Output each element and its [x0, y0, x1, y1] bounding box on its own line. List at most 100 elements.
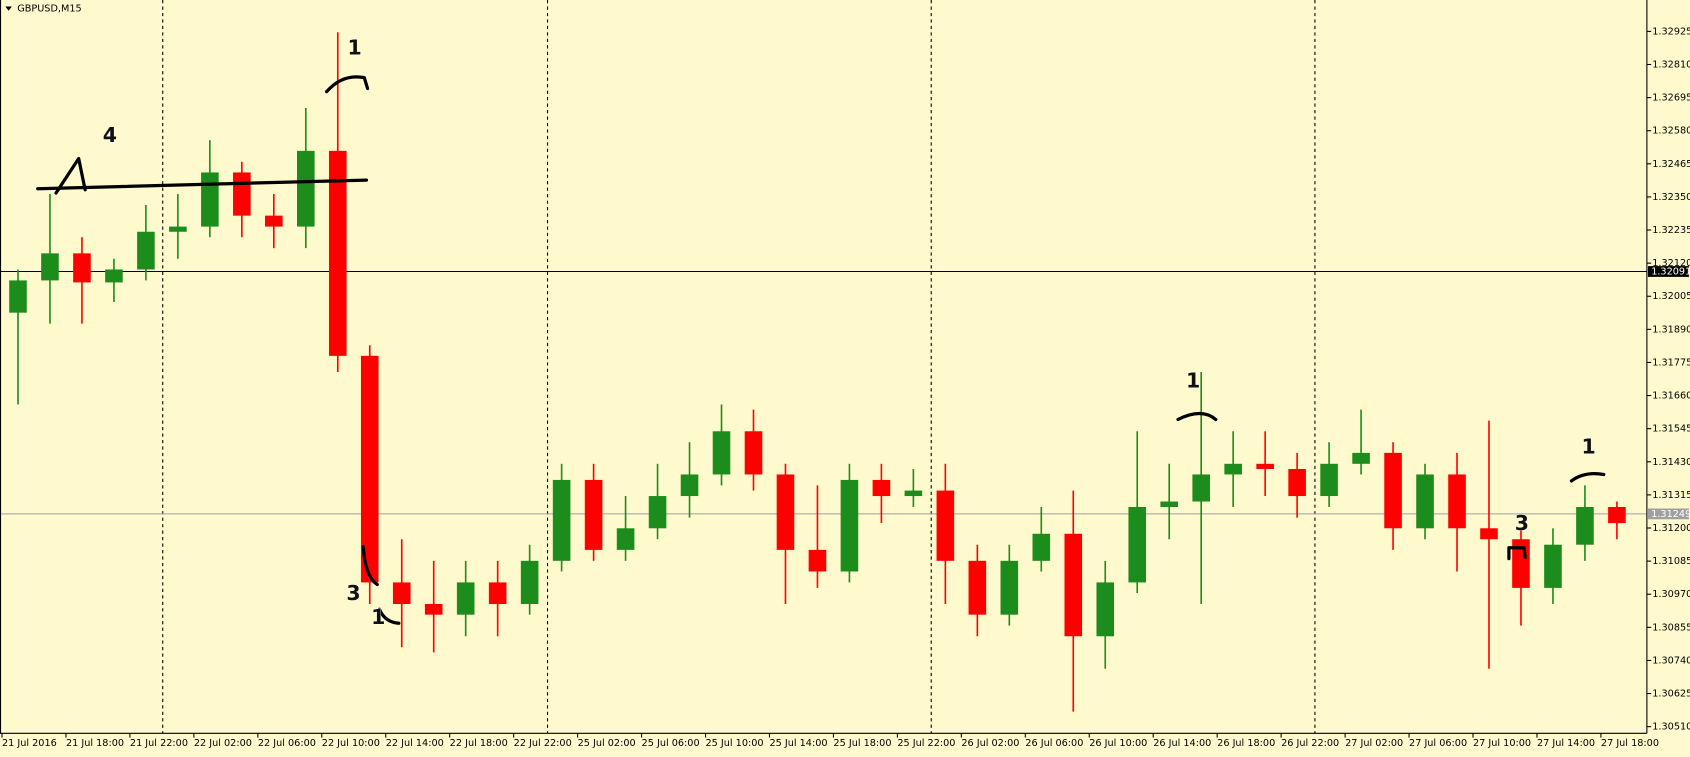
x-tick-label: 27 Jul 10:00: [1473, 738, 1531, 749]
candle-body: [9, 280, 27, 313]
candle-body: [1352, 452, 1370, 464]
x-tick-label: 22 Jul 02:00: [194, 738, 252, 749]
candle-body: [648, 496, 667, 529]
candle-body: [744, 431, 763, 475]
candle-body: [41, 253, 59, 281]
y-tick-label: 1.30510: [1652, 722, 1690, 733]
y-tick-label: 1.32465: [1652, 159, 1690, 170]
hand-arc: [377, 607, 401, 625]
annotation: 1: [1582, 435, 1596, 459]
annotation: 3: [1515, 511, 1529, 535]
candle-body: [169, 226, 187, 232]
hand-arc: [1176, 411, 1218, 422]
x-tick-label: 25 Jul 22:00: [897, 738, 955, 749]
hand-arc: [361, 545, 379, 587]
plot-area: [0, 0, 1647, 734]
candle-body: [584, 479, 603, 550]
x-tick-label: 26 Jul 18:00: [1217, 738, 1275, 749]
annotation: 1: [371, 605, 385, 629]
annotation: 1: [1186, 369, 1200, 393]
candle-body: [296, 150, 315, 227]
candle-body: [265, 215, 283, 227]
y-tick-label: 1.30970: [1652, 589, 1690, 600]
y-tick-label: 1.32580: [1652, 126, 1690, 137]
hand-bracket: [1507, 546, 1527, 561]
x-tick-label: 26 Jul 02:00: [961, 738, 1019, 749]
y-tick-label: 1.32120: [1652, 258, 1690, 269]
x-tick-label: 27 Jul 02:00: [1345, 738, 1403, 749]
candle-body: [840, 479, 859, 572]
candle-body: [1320, 463, 1338, 497]
y-tick-label: 1.31890: [1652, 324, 1690, 335]
candle-body: [776, 474, 795, 550]
menu-triangle[interactable]: [5, 6, 12, 11]
candle-body: [1480, 528, 1498, 540]
x-tick-label: 21 Jul 2016: [2, 738, 57, 749]
candle-body: [872, 479, 891, 497]
x-tick-label: 25 Jul 10:00: [706, 738, 764, 749]
x-tick-label: 27 Jul 18:00: [1601, 738, 1659, 749]
y-tick-label: 1.31315: [1652, 490, 1690, 501]
price-label-box: [1647, 508, 1689, 520]
x-tick-label: 25 Jul 06:00: [642, 738, 700, 749]
price-label: 1.31249: [1651, 509, 1690, 520]
y-tick-label: 1.31200: [1652, 523, 1690, 534]
annotation: 1: [347, 36, 361, 60]
x-tick-label: 22 Jul 06:00: [258, 738, 316, 749]
candle-body: [936, 490, 955, 561]
y-tick-label: 1.30740: [1652, 655, 1690, 666]
candle-body: [360, 355, 379, 583]
candle-body: [712, 431, 731, 475]
candle-body: [1096, 582, 1115, 637]
candle-body: [1576, 506, 1594, 545]
annotations: 1 4 3 1 1 3 1: [102, 35, 1596, 629]
x-tick-label: 26 Jul 22:00: [1281, 738, 1339, 749]
candle-body: [201, 172, 219, 227]
y-tick-label: 1.32350: [1652, 192, 1690, 203]
candle-body: [105, 269, 123, 283]
candle-body: [137, 231, 155, 270]
candle-body: [680, 474, 699, 497]
hand-arc: [1569, 472, 1606, 483]
y-tick-label: 1.31430: [1652, 457, 1690, 468]
candle-body: [1160, 501, 1179, 507]
candle-body: [616, 528, 635, 550]
y-tick-label: 1.30625: [1652, 689, 1690, 700]
price-label-box: [1647, 266, 1689, 277]
x-tick-label: 25 Jul 14:00: [769, 738, 827, 749]
y-tick-label: 1.31085: [1652, 556, 1690, 567]
candle-body: [1384, 452, 1402, 529]
x-tick-label: 26 Jul 10:00: [1089, 738, 1147, 749]
y-tick-label: 1.31775: [1652, 357, 1690, 368]
x-tick-label: 21 Jul 18:00: [66, 738, 124, 749]
x-tick-label: 27 Jul 14:00: [1537, 738, 1595, 749]
candle-body: [1064, 533, 1083, 637]
x-tick-label: 27 Jul 06:00: [1409, 738, 1467, 749]
x-tick-label: 26 Jul 14:00: [1153, 738, 1211, 749]
x-tick-label: 22 Jul 14:00: [386, 738, 444, 749]
y-tick-label: 1.32235: [1652, 225, 1690, 236]
candle-body: [968, 560, 987, 615]
candle-body: [1608, 506, 1626, 524]
x-tick-label: 22 Jul 10:00: [322, 738, 380, 749]
candle-body: [1288, 468, 1306, 497]
candle-body: [1416, 474, 1434, 529]
candle-body: [1128, 506, 1147, 583]
annotation: 3: [346, 581, 360, 605]
x-tick-label: 25 Jul 02:00: [578, 738, 636, 749]
chart-title: GBPUSD,M15: [17, 4, 81, 15]
hand-arc: [324, 75, 370, 94]
price-label: 1.32091: [1651, 266, 1690, 277]
candle-body: [424, 604, 443, 615]
x-tick-label: 26 Jul 06:00: [1025, 738, 1083, 749]
hand-line: [36, 178, 369, 191]
x-tick-label: 22 Jul 22:00: [514, 738, 572, 749]
y-tick-label: 1.32005: [1652, 291, 1690, 302]
candle-body: [1000, 560, 1019, 615]
x-tick-label: 21 Jul 22:00: [130, 738, 188, 749]
candle-body: [73, 253, 91, 283]
y-tick-label: 1.32925: [1652, 26, 1690, 37]
candle-body: [1544, 544, 1562, 588]
x-tick-label: 25 Jul 18:00: [833, 738, 891, 749]
annotation: 4: [103, 123, 117, 147]
